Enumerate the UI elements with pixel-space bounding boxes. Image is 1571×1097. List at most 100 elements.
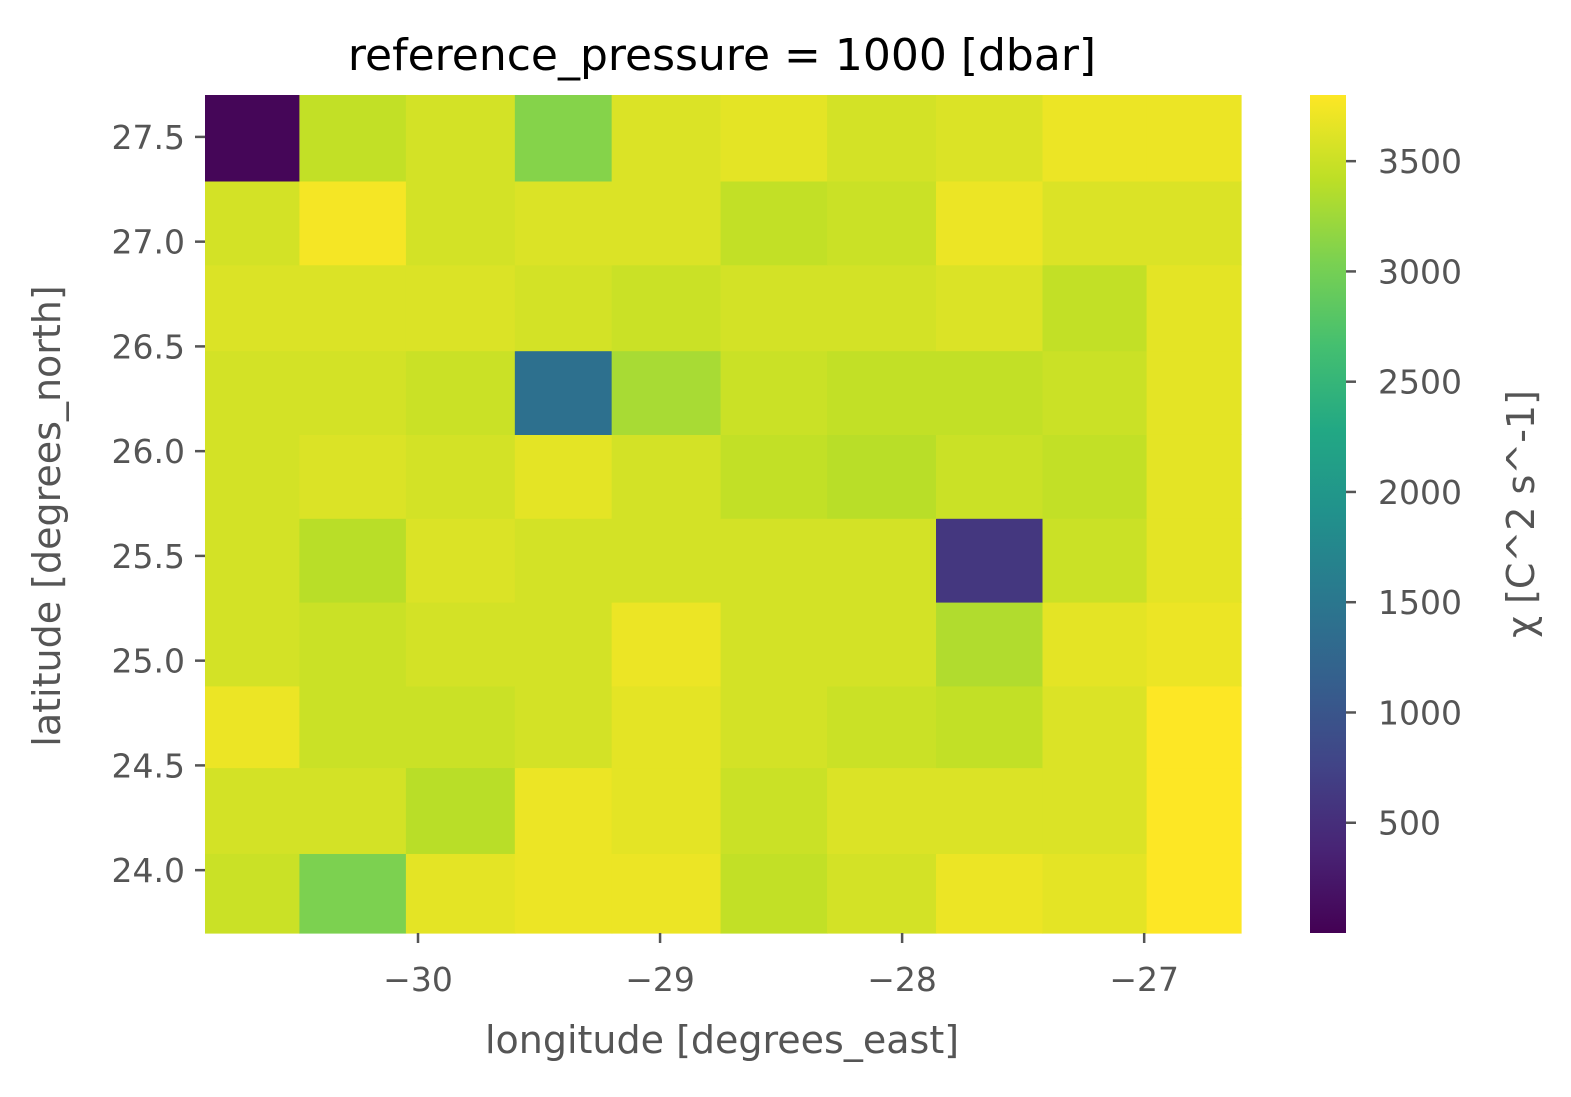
heatmap-cell (1042, 434, 1148, 519)
heatmap-cell (205, 264, 301, 352)
heatmap-cell (720, 180, 828, 266)
colorbar-tick-label: 2000 (1378, 473, 1462, 512)
heatmap-cell (827, 264, 937, 352)
colorbar-label: χ [C^2 s^-1] (1499, 390, 1543, 638)
heatmap-cell (936, 180, 1044, 266)
heatmap-cell (299, 853, 407, 934)
x-axis-label: longitude [degrees_east] (485, 1018, 959, 1062)
heatmap-cell (1042, 180, 1148, 266)
heatmap-cell (514, 180, 613, 266)
heatmap-cell (611, 434, 722, 519)
heatmap-cell (720, 434, 828, 519)
y-tick-label: 24.5 (112, 746, 185, 785)
heatmap-cells (205, 95, 1242, 934)
heatmap-cell (405, 685, 516, 769)
heatmap-cell (514, 685, 613, 769)
heatmap-cell (299, 685, 407, 769)
heatmap-cell (1146, 180, 1242, 266)
heatmap-cell (936, 685, 1044, 769)
y-tick-label: 25.5 (112, 537, 185, 576)
heatmap-cell (514, 518, 613, 603)
y-axis: 24.0 24.5 25.0 25.5 26.0 26.5 27.0 27.5 (112, 118, 205, 890)
y-axis-label: latitude [degrees_north] (25, 285, 69, 746)
heatmap-cell (299, 95, 407, 182)
heatmap-cell (299, 601, 407, 687)
heatmap-cell (514, 767, 613, 854)
y-tick-label: 26.0 (112, 432, 185, 471)
heatmap-cell (611, 180, 722, 266)
y-tick-label: 27.5 (112, 118, 185, 157)
colorbar-tick-label: 1500 (1378, 583, 1462, 622)
heatmap-cell (1042, 685, 1148, 769)
heatmap-cell (1042, 264, 1148, 352)
colorbar-tick-label: 500 (1378, 804, 1441, 843)
heatmap-cell (405, 601, 516, 687)
heatmap-cell (936, 767, 1044, 854)
heatmap-cell (205, 601, 301, 687)
heatmap-cell (1042, 350, 1148, 435)
heatmap-cell (936, 264, 1044, 352)
heatmap-cell (299, 180, 407, 266)
heatmap-cell (1042, 518, 1148, 603)
y-tick-label: 24.0 (112, 851, 185, 890)
colorbar (1310, 95, 1346, 933)
heatmap-cell (1146, 434, 1242, 519)
colorbar-tick-label: 1000 (1378, 693, 1462, 732)
heatmap-cell (405, 767, 516, 854)
heatmap-cell (299, 434, 407, 519)
heatmap-cell (299, 264, 407, 352)
heatmap-cell (611, 350, 722, 435)
heatmap-cell (827, 518, 937, 603)
heatmap-cell (827, 95, 937, 182)
heatmap-cell (205, 180, 301, 266)
heatmap-cell (514, 853, 613, 934)
heatmap-cell (611, 685, 722, 769)
heatmap-cell (514, 95, 613, 182)
heatmap-cell (827, 350, 937, 435)
heatmap-cell (1042, 95, 1148, 182)
heatmap-cell (1042, 601, 1148, 687)
heatmap-cell (1042, 767, 1148, 854)
colorbar-tick-label: 3500 (1378, 142, 1462, 181)
colorbar-tick-label: 3000 (1378, 252, 1462, 291)
chart-title: reference_pressure = 1000 [dbar] (348, 30, 1096, 81)
heatmap-cell (405, 350, 516, 435)
heatmap-cell (611, 853, 722, 934)
heatmap-cell (205, 518, 301, 603)
x-tick-label: −29 (625, 960, 695, 999)
heatmap-cell (405, 180, 516, 266)
heatmap-cell (827, 434, 937, 519)
heatmap-cell (827, 853, 937, 934)
y-tick-label: 25.0 (112, 642, 185, 681)
heatmap-cell (611, 518, 722, 603)
heatmap-cell (205, 767, 301, 854)
heatmap-cell (299, 518, 407, 603)
heatmap-cell (1042, 853, 1148, 934)
heatmap-cell (720, 853, 828, 934)
heatmap-cell (1146, 685, 1242, 769)
heatmap-cell (936, 350, 1044, 435)
heatmap-cell (405, 264, 516, 352)
heatmap-cell (405, 518, 516, 603)
x-tick-label: −30 (383, 960, 453, 999)
heatmap-cell (299, 350, 407, 435)
heatmap-cell (827, 767, 937, 854)
heatmap-cell (1146, 350, 1242, 435)
heatmap-cell (611, 95, 722, 182)
heatmap-cell (405, 95, 516, 182)
y-tick-label: 27.0 (112, 223, 185, 262)
heatmap-cell (205, 685, 301, 769)
x-tick-label: −28 (867, 960, 937, 999)
heatmap-cell (1146, 853, 1242, 934)
heatmap-cell (936, 95, 1044, 182)
heatmap-cell (611, 767, 722, 854)
x-axis: −30 −29 −28 −27 (383, 933, 1179, 999)
heatmap-cell (720, 685, 828, 769)
heatmap-cell (936, 601, 1044, 687)
heatmap-cell (205, 95, 301, 182)
heatmap-cell (936, 518, 1044, 603)
heatmap-cell (514, 264, 613, 352)
heatmap-cell (827, 685, 937, 769)
